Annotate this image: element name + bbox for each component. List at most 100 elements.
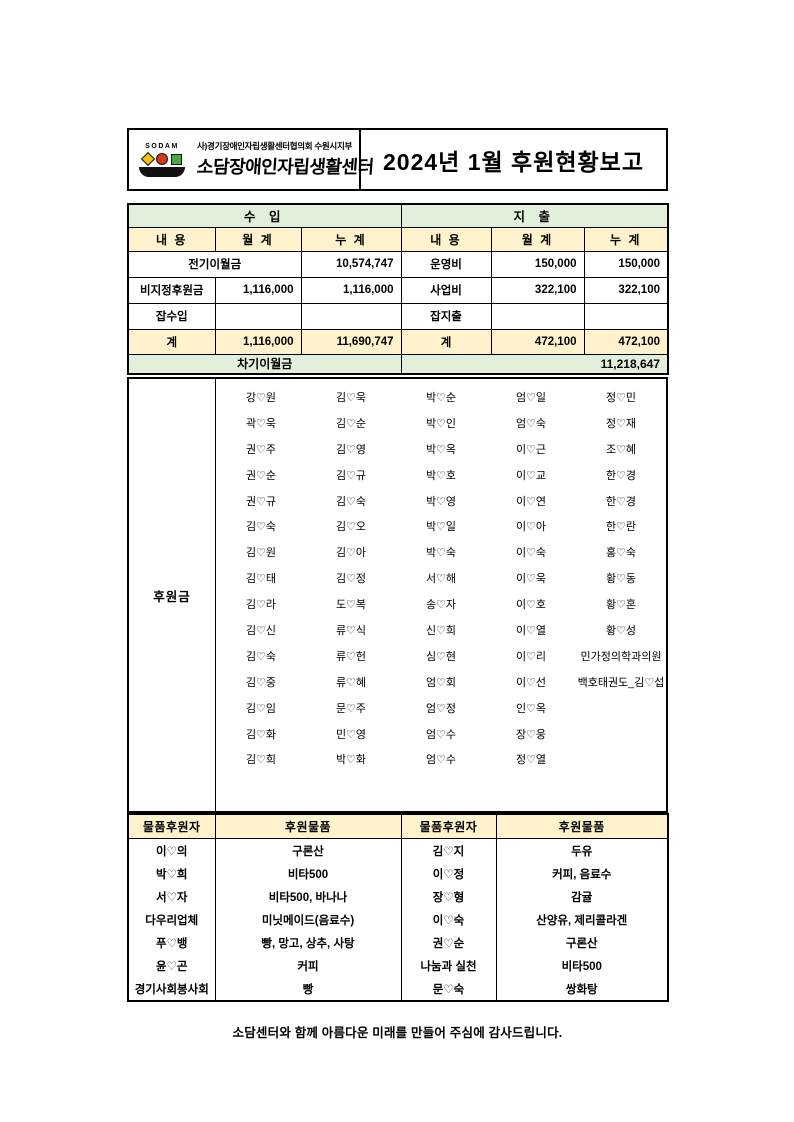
goods-donor-cell: 권♡순 — [400, 931, 497, 954]
goods-donor-cell: 김♡지 — [400, 838, 497, 862]
donor-name: 김♡욱 — [335, 391, 367, 404]
donor-name: 박♡순 — [425, 391, 457, 404]
donor-name: 박♡옥 — [425, 443, 457, 456]
goods-donor-cell: 서♡자 — [127, 885, 216, 908]
summary-row: 비지정후원금 1,116,000 1,116,000 사업비 322,100 3… — [127, 276, 669, 304]
goods-item-cell: 비타500 — [214, 862, 402, 885]
income-label: 전기이월금 — [127, 250, 302, 278]
donor-name: 장♡웅 — [515, 728, 547, 741]
donor-name: 김♡숙 — [245, 521, 277, 534]
goods-donor-cell: 나눔과 실천 — [400, 954, 497, 977]
col-header: 누 계 — [583, 226, 669, 252]
donor-name: 김♡순 — [335, 417, 367, 430]
goods-item-cell: 구론산 — [495, 931, 669, 954]
donor-name: 한♡경 — [605, 495, 637, 508]
circle-icon — [155, 153, 168, 165]
donor-name: 송♡자 — [425, 599, 457, 612]
goods-item-cell: 빵, 망고, 상추, 사탕 — [214, 931, 402, 954]
expense-total-month: 472,100 — [490, 328, 585, 355]
expense-month: 150,000 — [490, 250, 585, 278]
goods-donor-cell: 이♡숙 — [400, 908, 497, 931]
donor-name: 홍♡숙 — [605, 547, 637, 560]
col-header: 내 용 — [400, 226, 492, 252]
donor-name: 엄♡회 — [425, 676, 457, 689]
diamond-icon — [140, 151, 155, 167]
square-icon — [170, 153, 182, 165]
donor-name: 김♡임 — [245, 702, 277, 715]
donor-name: 김♡아 — [335, 547, 367, 560]
goods-row: 박♡희 비타500 이♡정 커피, 음료수 — [127, 862, 669, 885]
summary-column-header-row: 내 용 월 계 누 계 내 용 월 계 누 계 — [127, 226, 669, 252]
donor-name: 엄♡일 — [515, 391, 547, 404]
goods-col-header: 후원물품 — [495, 813, 669, 839]
goods-col-header: 물품후원자 — [127, 813, 216, 839]
donor-name: 류♡헌 — [335, 650, 367, 663]
donor-name: 정♡재 — [605, 417, 637, 430]
goods-item-cell: 감귤 — [495, 885, 669, 908]
donor-name: 김♡태 — [245, 573, 277, 586]
carryover-label: 차기이월금 — [127, 353, 402, 375]
expense-month — [490, 302, 585, 330]
goods-table: 물품후원자 후원물품 물품후원자 후원물품 이♡의 구론산 김♡지 두유 박♡희 비타50… — [127, 813, 669, 1002]
summary-total-row: 계 1,116,000 11,690,747 계 472,100 472,100 — [127, 328, 669, 355]
income-label: 잡수입 — [127, 302, 216, 330]
donor-name: 엄♡수 — [425, 728, 457, 741]
donor-name: 박♡인 — [425, 417, 457, 430]
footer-message: 소담센터와 함께 아름다운 미래를 만들어 주심에 감사드립니다. — [232, 1026, 563, 1040]
donor-name: 김♡오 — [335, 521, 367, 534]
sodam-logo-icon: SODAM — [134, 143, 190, 177]
expense-cumulative: 150,000 — [583, 250, 669, 278]
donor-name: 민♡영 — [335, 728, 367, 741]
donor-name: 황♡혼 — [605, 599, 637, 612]
donor-name: 김♡라 — [245, 599, 277, 612]
donor-name: 도♡복 — [335, 599, 367, 612]
goods-item-cell: 두유 — [495, 838, 669, 862]
donor-name: 류♡혜 — [335, 676, 367, 689]
income-total-cumulative: 11,690,747 — [300, 328, 402, 355]
goods-donor-cell: 장♡형 — [400, 885, 497, 908]
page-title: 2024년 1월 후원현황보고 — [382, 148, 645, 175]
donor-name: 곽♡욱 — [245, 417, 277, 430]
donor-name: 강♡원 — [245, 391, 277, 404]
expense-total-cumulative: 472,100 — [583, 328, 669, 355]
donor-name: 이♡선 — [515, 676, 547, 689]
goods-donor-cell: 푸♡뱅 — [127, 931, 216, 954]
donor-name: 이♡욱 — [515, 573, 547, 586]
summary-row: 잡수입 잡지출 — [127, 302, 669, 330]
income-section-header: 수 입 — [127, 203, 402, 228]
donor-name: 이♡숙 — [515, 547, 547, 560]
donor-name: 민가정의학과의원 — [580, 650, 662, 663]
goods-row: 다우리업체 미닛메이드(음료수) 이♡숙 산양유, 제리콜라겐 — [127, 908, 669, 931]
bowl-icon — [139, 166, 185, 177]
logo-shapes — [134, 151, 190, 167]
donor-name: 엄♡숙 — [515, 417, 547, 430]
donor-name: 정♡민 — [605, 391, 637, 404]
goods-row: 서♡자 비타500, 바나나 장♡형 감귤 — [127, 885, 669, 908]
goods-item-cell: 쌍화탕 — [495, 977, 669, 1001]
org-name-calligraphy: 소담장애인자립생활센터 — [196, 157, 375, 177]
goods-donor-cell: 이♡의 — [127, 838, 216, 862]
goods-item-cell: 비타500, 바나나 — [214, 885, 402, 908]
donor-name: 김♡숙 — [245, 650, 277, 663]
donor-name — [576, 746, 666, 772]
goods-col-header: 후원물품 — [214, 813, 402, 839]
header-box: SODAM 사)경기장애인자립생활센터협의회 수원시지부 소담장애인자립생활센터… — [127, 128, 668, 191]
donor-name: 박♡화 — [335, 754, 367, 767]
goods-donor-cell: 문♡숙 — [400, 977, 497, 1001]
donor-name: 문♡주 — [335, 702, 367, 715]
col-header: 월 계 — [490, 226, 585, 252]
org-logo: SODAM 사)경기장애인자립생활센터협의회 수원시지부 소담장애인자립생활센터 — [129, 130, 375, 189]
donor-name: 이♡교 — [515, 469, 547, 482]
donor-name: 이♡아 — [515, 521, 547, 534]
donor-name: 김♡중 — [245, 676, 277, 689]
goods-col-header: 물품후원자 — [400, 813, 497, 839]
goods-row: 경기사회봉사회 빵 문♡숙 쌍화탕 — [127, 977, 669, 1001]
donor-name — [576, 721, 666, 747]
donor-name: 김♡규 — [335, 469, 367, 482]
goods-item-cell: 구론산 — [214, 838, 402, 862]
income-month: 1,116,000 — [214, 276, 302, 304]
summary-table: 수 입 지 출 내 용 월 계 누 계 내 용 월 계 누 계 전기이월금 10… — [127, 203, 669, 375]
income-total-month: 1,116,000 — [214, 328, 302, 355]
carryover-row: 차기이월금 11,218,647 — [127, 353, 669, 375]
